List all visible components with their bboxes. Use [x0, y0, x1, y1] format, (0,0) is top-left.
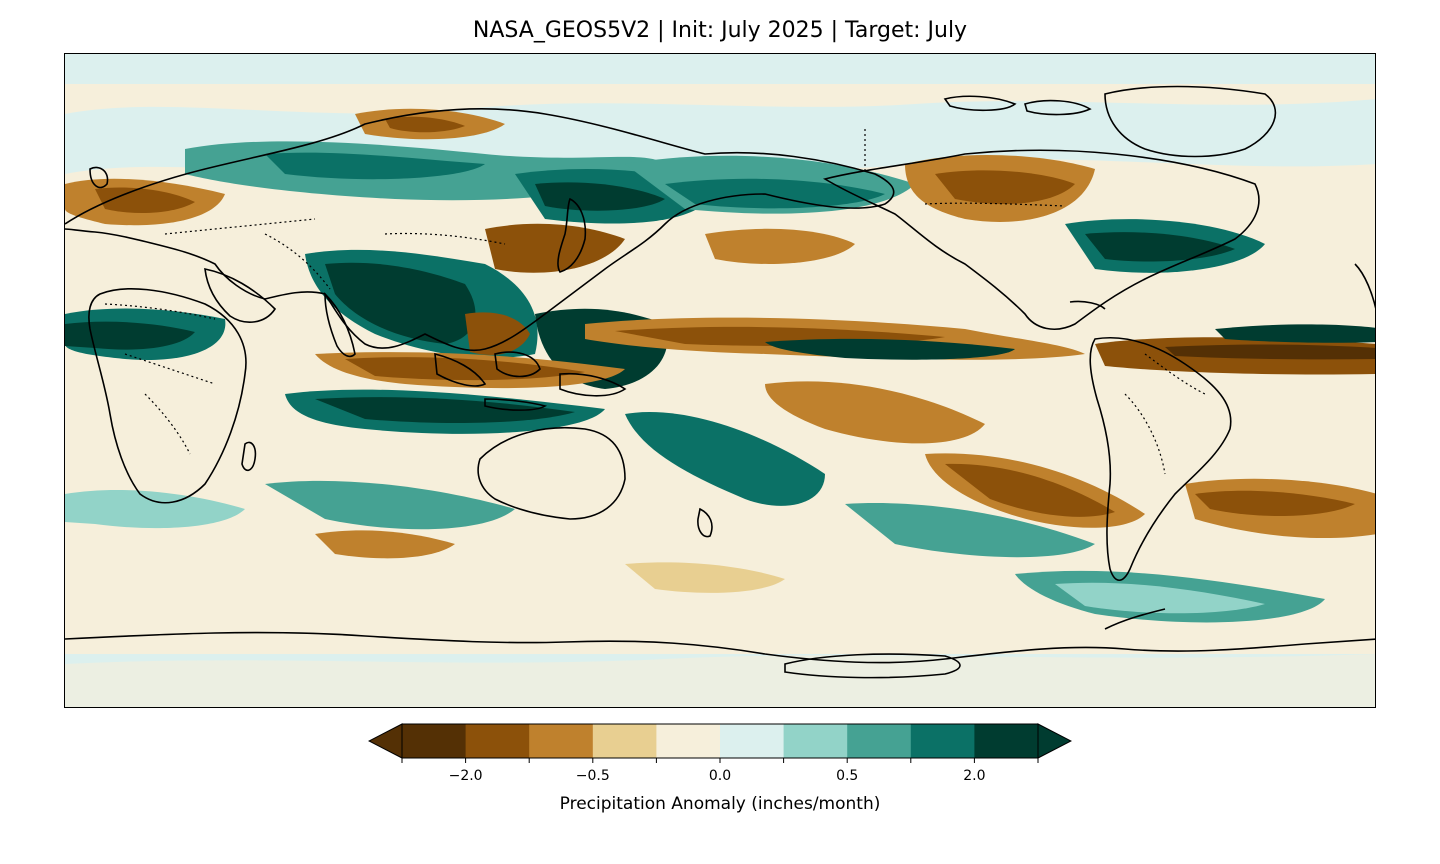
- anomaly-region: [1195, 490, 1355, 516]
- anomaly-region: [65, 54, 1375, 84]
- border-line: [264, 233, 331, 290]
- colorbar-segments: [368, 723, 1072, 759]
- coastlines: [65, 85, 1375, 679]
- border-line: [164, 218, 316, 235]
- colorbar-segment: [910, 724, 975, 758]
- coastline-africa: [88, 288, 247, 504]
- coastline-south-america: [1089, 336, 1232, 582]
- colorbar-extend-high: [1037, 723, 1072, 759]
- colorbar-ticks: −2.0 −0.5 0.0 0.5 2.0: [401, 758, 1039, 784]
- colorbar-tick-label: −2.0: [449, 768, 483, 784]
- border-line: [384, 232, 506, 245]
- anomaly-region: [465, 312, 530, 355]
- coastline-antarctic-peninsula: [1104, 608, 1166, 630]
- coastline-arabia: [204, 267, 277, 323]
- coastline-caribbean: [1069, 300, 1106, 310]
- coastline-british-isles: [89, 166, 109, 189]
- country-borders: [104, 129, 1206, 475]
- precip-anomaly-map: [65, 54, 1375, 707]
- anomaly-region: [665, 178, 885, 209]
- border-line: [924, 202, 1066, 207]
- colorbar-tick-label: 0.0: [709, 768, 731, 784]
- border-line: [1124, 393, 1166, 475]
- coastline-arctic-islands: [1024, 99, 1092, 116]
- coastline-japan: [557, 197, 587, 273]
- coastline-greenland: [1104, 85, 1277, 158]
- coastline-antarctica: [65, 631, 1375, 664]
- anomaly-region: [705, 228, 855, 264]
- coastline-new-zealand: [697, 507, 713, 538]
- anomaly-region: [315, 530, 455, 559]
- coastline-west-africa: [1354, 263, 1375, 309]
- coastline-north-america: [822, 149, 1260, 330]
- anomaly-region: [765, 338, 1015, 360]
- anomaly-region: [265, 152, 485, 180]
- anomaly-region: [345, 357, 585, 381]
- anomaly-region: [1085, 232, 1235, 262]
- colorbar-segment: [847, 724, 912, 758]
- colorbar-tick-label: 0.5: [836, 768, 858, 784]
- anomaly-region: [1055, 582, 1265, 614]
- coastline-arctic-islands: [943, 95, 1017, 112]
- colorbar-segment: [974, 724, 1039, 758]
- colorbar-segment: [720, 724, 785, 758]
- anomaly-region: [385, 116, 465, 133]
- coastline-india: [324, 292, 356, 358]
- anomaly-region: [945, 463, 1115, 517]
- anomaly-region: [315, 397, 575, 424]
- colorbar-extend-low: [368, 723, 403, 759]
- anomaly-region: [265, 480, 515, 530]
- colorbar-segment: [529, 724, 594, 758]
- colorbar-tick-label: 2.0: [963, 768, 985, 784]
- colorbar-label: Precipitation Anomaly (inches/month): [559, 794, 881, 814]
- border-line: [104, 303, 216, 320]
- coastline-java: [484, 398, 548, 411]
- coastline-sumatra: [434, 352, 487, 387]
- anomaly-region: [935, 170, 1075, 204]
- anomaly-region: [65, 489, 245, 529]
- coastline-new-guinea: [559, 372, 627, 397]
- colorbar-segment: [402, 724, 467, 758]
- map-title: NASA_GEOS5V2 | Init: July 2025 | Target:…: [472, 18, 968, 43]
- anomaly-region: [535, 182, 665, 211]
- colorbar: −2.0 −0.5 0.0 0.5 2.0: [368, 723, 1072, 784]
- border-line: [1144, 353, 1206, 395]
- anomaly-region: [65, 654, 1375, 707]
- anomaly-region: [625, 562, 785, 593]
- anomaly-region: [625, 412, 825, 506]
- anomaly-region: [765, 381, 985, 444]
- anomaly-region: [485, 223, 625, 273]
- colorbar-segment: [656, 724, 721, 758]
- colorbar-tick-label: −0.5: [576, 768, 610, 784]
- border-line: [124, 353, 216, 385]
- coastline-australia: [477, 426, 626, 520]
- anomaly-region: [95, 187, 195, 214]
- anomaly-region: [845, 503, 1095, 558]
- coastline-ice-shelf: [784, 653, 961, 679]
- anomaly-region: [65, 321, 195, 350]
- coastline-eurasia: [65, 107, 895, 352]
- map-panel: [64, 53, 1376, 708]
- coastline-borneo: [494, 351, 541, 378]
- colorbar-segment: [783, 724, 848, 758]
- colorbar-segment: [465, 724, 530, 758]
- coastline-madagascar: [241, 441, 257, 472]
- anomaly-region: [1165, 344, 1375, 360]
- colorbar-segment: [592, 724, 657, 758]
- anomaly-region: [1215, 324, 1375, 343]
- anomaly-region: [325, 262, 476, 344]
